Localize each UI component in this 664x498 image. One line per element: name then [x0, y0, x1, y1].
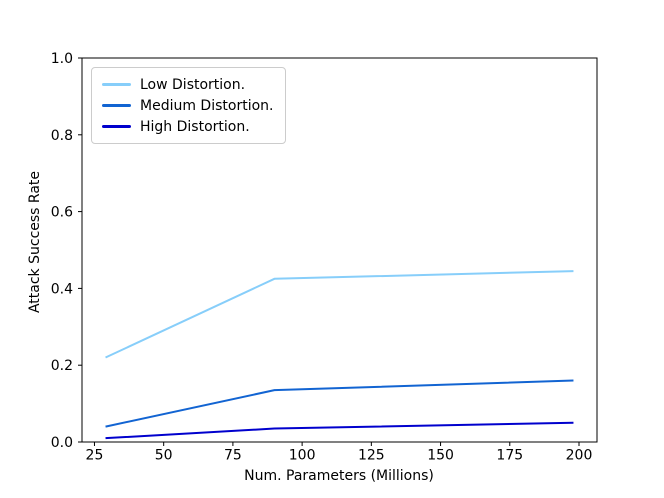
legend-line-sample-low: [102, 83, 131, 86]
x-tick-label: 50: [155, 448, 173, 464]
series-line-medium-distortion: [105, 379, 574, 428]
y-tick-label: 0.4: [51, 281, 73, 297]
axes-frame: [81, 57, 598, 443]
legend-label: High Distortion.: [140, 118, 250, 135]
legend-line-sample-medium: [102, 104, 131, 107]
y-tick-label: 0.8: [51, 128, 73, 144]
x-tick-label: 75: [224, 448, 242, 464]
x-tick-label: 150: [427, 448, 454, 464]
x-tick-label: 100: [289, 448, 316, 464]
y-tick-label: 0.0: [51, 435, 73, 451]
legend: Low Distortion. Medium Distortion. High …: [91, 67, 287, 144]
x-tick-label: 25: [86, 448, 104, 464]
series-line-low-distortion: [105, 270, 574, 359]
y-tick-label: 0.6: [51, 205, 73, 221]
x-tick-label: 200: [566, 448, 593, 464]
legend-item: High Distortion.: [102, 118, 273, 135]
legend-line-sample-high: [102, 125, 131, 128]
legend-label: Medium Distortion.: [140, 97, 274, 114]
y-tick-label: 1.0: [51, 51, 73, 67]
y-axis-label: Attack Success Rate: [27, 170, 43, 314]
legend-item: Medium Distortion.: [102, 97, 273, 114]
x-axis-label: Num. Parameters (Millions): [244, 468, 434, 484]
y-tick-label: 0.2: [51, 358, 73, 374]
x-tick-label: 175: [496, 448, 523, 464]
x-tick-label: 125: [358, 448, 385, 464]
series-line-high-distortion: [105, 421, 574, 440]
legend-item: Low Distortion.: [102, 76, 273, 93]
legend-label: Low Distortion.: [140, 76, 246, 93]
